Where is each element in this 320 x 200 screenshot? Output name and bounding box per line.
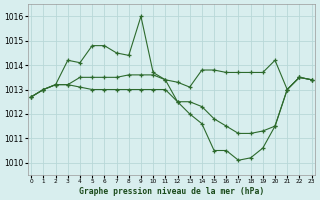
X-axis label: Graphe pression niveau de la mer (hPa): Graphe pression niveau de la mer (hPa) (79, 187, 264, 196)
